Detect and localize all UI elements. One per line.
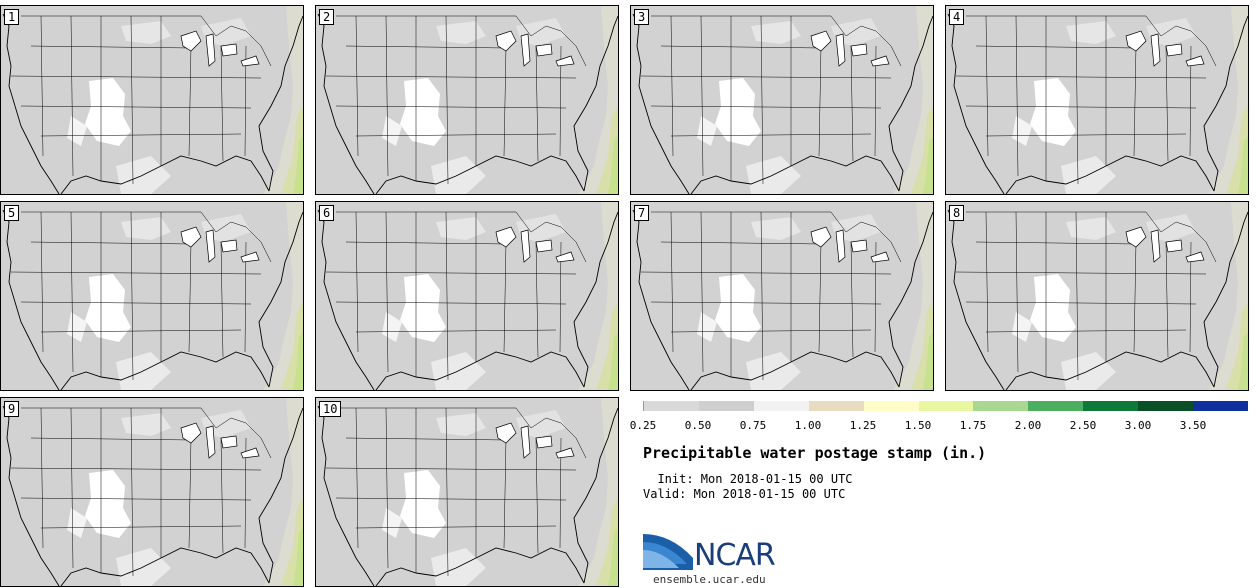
stamp-number: 8 (949, 205, 965, 221)
legend-tick-label: 0.75 (739, 419, 767, 432)
stamp-panel-5: 5 (0, 201, 304, 391)
map-contour-plot (316, 398, 618, 586)
stamp-panel-6: 6 (315, 201, 619, 391)
map-contour-plot (316, 6, 618, 194)
stamp-panel-1: 1 (0, 5, 304, 195)
legend-tick-label: 3.00 (1124, 419, 1152, 432)
stamp-number: 7 (634, 205, 650, 221)
map-contour-plot (1, 6, 303, 194)
legend-colorbar (643, 401, 1248, 411)
legend-tick-label: 1.75 (959, 419, 987, 432)
legend-ticks: 0.25 0.50 0.75 1.00 1.25 1.50 1.75 2.00 2.50 3.00… (630, 419, 1248, 433)
valid-time: Valid: Mon 2018-01-15 00 UTC (643, 487, 846, 501)
stamp-number: 3 (634, 9, 650, 25)
map-contour-plot (316, 202, 618, 390)
stamp-panel-3: 3 (630, 5, 934, 195)
map-contour-plot (1, 398, 303, 586)
map-contour-plot (946, 202, 1248, 390)
legend-tick-label: 0.25 (629, 419, 657, 432)
map-contour-plot (631, 202, 933, 390)
stamp-panel-8: 8 (945, 201, 1249, 391)
legend-swatch (753, 401, 809, 411)
legend-tick-label: 1.25 (849, 419, 877, 432)
legend-swatch (698, 401, 754, 411)
stamp-number: 10 (319, 401, 342, 417)
chart-title: Precipitable water postage stamp (in.) (643, 444, 987, 462)
legend-tick-label: 0.50 (684, 419, 712, 432)
stamp-number: 1 (4, 9, 20, 25)
stamp-panel-2: 2 (315, 5, 619, 195)
map-contour-plot (946, 6, 1248, 194)
stamp-number: 2 (319, 9, 335, 25)
legend-tick-label: 2.00 (1014, 419, 1042, 432)
legend-swatch (643, 401, 699, 411)
legend-swatch (863, 401, 919, 411)
legend-tick-label: 3.50 (1179, 419, 1207, 432)
stamp-number: 5 (4, 205, 20, 221)
stamp-number: 9 (4, 401, 20, 417)
legend-swatch (1193, 401, 1248, 411)
legend-swatch (1138, 401, 1194, 411)
stamp-number: 6 (319, 205, 335, 221)
legend-swatch (808, 401, 864, 411)
legend-tick-label: 2.50 (1069, 419, 1097, 432)
map-contour-plot (1, 202, 303, 390)
legend-tick-label: 1.50 (904, 419, 932, 432)
stamp-number: 4 (949, 9, 965, 25)
ncar-logo-text: NCAR (694, 538, 776, 573)
stamp-panel-10: 10 (315, 397, 619, 587)
init-time: Init: Mon 2018-01-15 00 UTC (643, 472, 853, 486)
stamp-panel-4: 4 (945, 5, 1249, 195)
stamp-panel-9: 9 (0, 397, 304, 587)
legend-swatch (1083, 401, 1139, 411)
map-contour-plot (631, 6, 933, 194)
site-url[interactable]: ensemble.ucar.edu (653, 573, 766, 586)
legend-swatch (918, 401, 974, 411)
stamp-panel-7: 7 (630, 201, 934, 391)
legend-swatch (973, 401, 1029, 411)
legend-tick-label: 1.00 (794, 419, 822, 432)
legend-swatch (1028, 401, 1084, 411)
ncar-logo (643, 534, 693, 570)
